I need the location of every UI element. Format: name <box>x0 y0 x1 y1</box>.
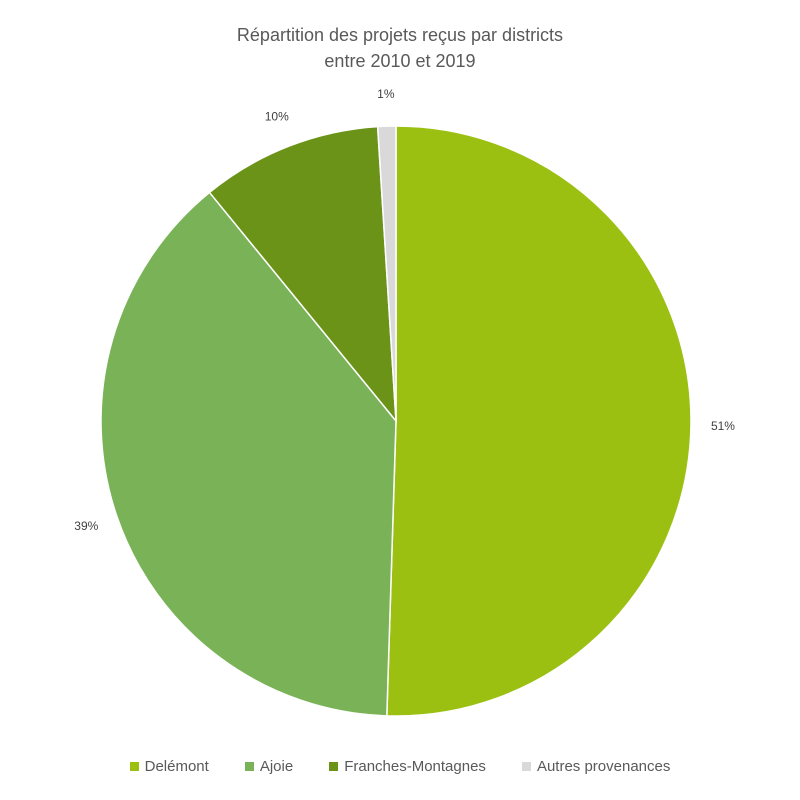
legend-item-ajoie: Ajoie <box>244 757 294 775</box>
pie-slice-ajoie <box>100 191 397 717</box>
legend-swatch-autres-provenances <box>521 761 531 771</box>
legend-label-ajoie: Ajoie <box>259 757 294 775</box>
data-label-delemont: 51% <box>711 419 735 433</box>
legend-swatch-ajoie <box>244 761 254 771</box>
legend-item-autres-provenances: Autres provenances <box>521 757 671 775</box>
legend-label-autres-provenances: Autres provenances <box>536 757 671 775</box>
chart-title: Répartition des projets reçus par distri… <box>0 22 800 74</box>
chart-title-line-2: entre 2010 et 2019 <box>324 51 476 71</box>
pie-slices <box>100 125 692 717</box>
legend-swatch-delemont <box>129 761 139 771</box>
pie-data-labels: 51% 39% 10% 1% <box>74 87 735 533</box>
legend-item-delemont: Delémont <box>129 757 209 775</box>
pie-slice-autres-provenances <box>376 125 397 422</box>
legend-label-franches-montagnes: Franches-Montagnes <box>344 757 486 775</box>
data-label-ajoie: 39% <box>74 519 98 533</box>
pie-slice-delemont <box>386 125 692 717</box>
legend-label-delemont: Delémont <box>144 757 209 775</box>
legend-item-franches-montagnes: Franches-Montagnes <box>329 758 486 775</box>
data-label-franches-montagnes: 10% <box>265 110 289 124</box>
legend-swatch-franches-montagnes <box>329 761 339 771</box>
legend: Delémont Ajoie Franches-Montagnes Autres… <box>0 754 800 778</box>
pie-slice-franches-montagnes <box>208 125 397 424</box>
data-label-autres-provenances: 1% <box>377 87 395 101</box>
chart-title-line-1: Répartition des projets reçus par distri… <box>236 25 564 45</box>
